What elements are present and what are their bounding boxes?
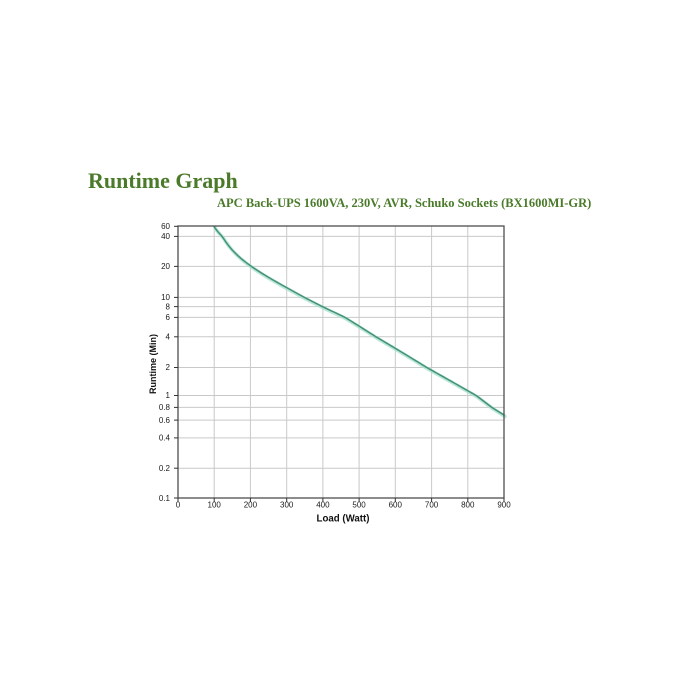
svg-text:500: 500 [352,501,366,510]
svg-text:0.6: 0.6 [159,416,171,425]
svg-text:0: 0 [176,501,181,510]
svg-text:700: 700 [425,501,439,510]
svg-text:1: 1 [166,391,171,400]
svg-text:200: 200 [244,501,258,510]
svg-text:100: 100 [208,501,222,510]
svg-text:900: 900 [497,501,511,510]
svg-text:40: 40 [161,232,170,241]
svg-text:2: 2 [166,363,171,372]
svg-text:4: 4 [166,333,171,342]
svg-text:6: 6 [166,313,171,322]
svg-text:8: 8 [166,302,171,311]
svg-text:0.4: 0.4 [159,434,171,443]
svg-text:10: 10 [161,293,170,302]
svg-text:60: 60 [161,222,170,231]
svg-text:400: 400 [316,501,330,510]
svg-text:800: 800 [461,501,475,510]
svg-text:600: 600 [389,501,403,510]
svg-text:0.1: 0.1 [159,494,171,503]
svg-text:0.2: 0.2 [159,464,171,473]
svg-text:20: 20 [161,262,170,271]
svg-text:300: 300 [280,501,294,510]
svg-text:0.8: 0.8 [159,403,171,412]
